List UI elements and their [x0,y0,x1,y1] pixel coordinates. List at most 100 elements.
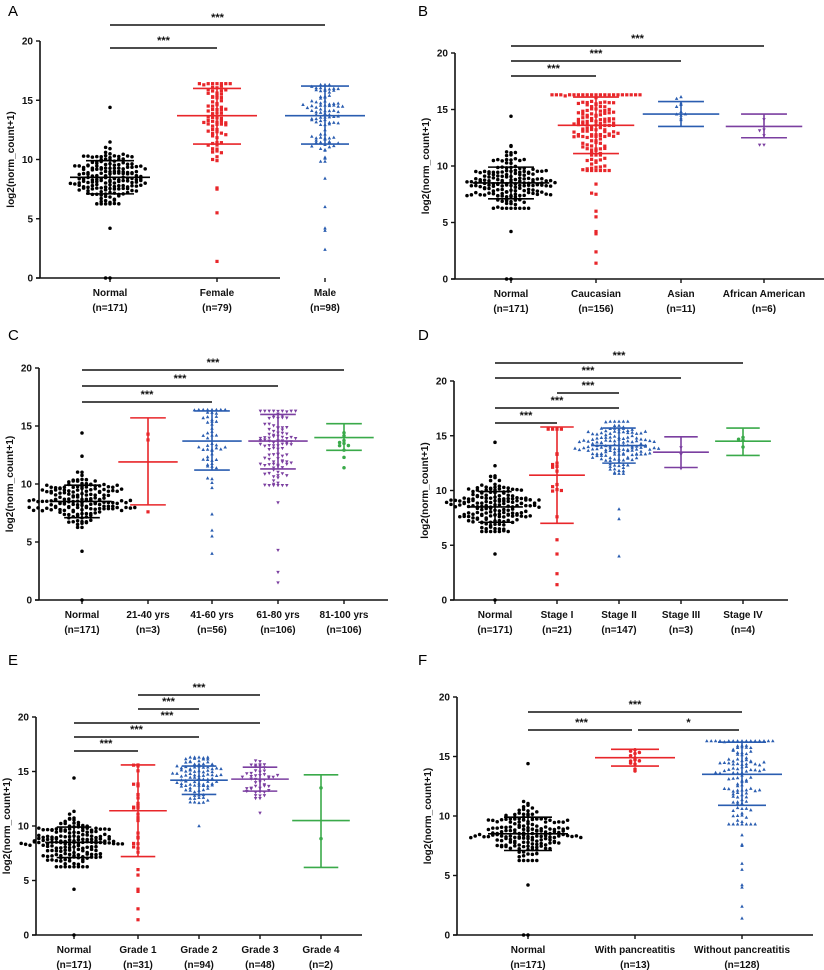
data-point [102,496,106,500]
data-point [201,800,206,804]
data-point [314,105,318,109]
data-point [267,463,271,467]
data-point [555,552,559,556]
data-point [258,811,262,815]
data-point [45,489,49,494]
data-point [735,818,740,822]
data-point [206,122,210,126]
data-point [735,801,740,806]
data-point [81,167,86,172]
data-point [72,809,76,814]
data-point [121,186,125,191]
data-point [276,470,280,474]
data-point [519,496,524,501]
data-point [544,168,548,173]
data-point [603,100,607,104]
data-point [192,762,197,766]
data-point [484,529,488,534]
data-point [276,474,280,478]
data-point [513,202,518,207]
data-point [500,206,504,211]
data-point [582,446,586,450]
data-point [108,202,112,206]
group-asian: Asian(n=11) [642,95,720,315]
data-point [469,180,474,184]
data-point [84,520,89,525]
data-point [535,851,539,856]
data-point [81,186,86,190]
data-point [116,842,120,846]
data-point [513,188,518,193]
data-point [590,451,595,456]
data-point [585,167,589,171]
data-point [205,420,210,424]
data-point [318,103,323,107]
data-point [210,477,214,481]
data-point [89,502,93,507]
data-point [271,435,276,439]
data-point [45,844,50,849]
x-tick-n-label: (n=171) [493,304,528,315]
data-point [219,119,223,123]
data-point [45,854,50,859]
data-point [488,529,493,534]
data-point [336,121,340,125]
data-point [67,845,72,850]
data-point [63,862,67,866]
data-point [80,549,84,554]
data-point [210,551,214,555]
data-point [735,795,740,799]
panel-c: C05101520log2(norm_count+1)Normal(n=171)… [5,327,388,636]
data-point [513,195,518,199]
data-point [103,150,108,155]
data-point [206,104,210,108]
data-point [565,826,570,830]
data-point [125,186,130,191]
data-point [539,844,543,848]
data-point [49,503,53,507]
data-point [117,162,121,167]
data-point [488,510,493,514]
data-point [210,534,214,538]
data-point [466,511,471,515]
group-grade-2: Grade 2(n=94) [170,755,228,970]
data-point [469,835,473,840]
x-tick-label: Caucasian [571,289,621,300]
data-point [214,457,219,462]
data-point [258,760,262,764]
data-point [84,511,89,516]
data-point [504,157,509,162]
data-point [522,193,526,198]
data-point [612,439,617,443]
data-point [474,177,478,181]
data-point [509,206,513,211]
data-point [94,848,98,853]
data-point [97,506,102,511]
data-point [735,767,740,771]
data-point [491,172,496,177]
data-point [652,439,656,444]
data-point [205,431,210,435]
data-point [530,838,535,842]
data-point [634,439,639,443]
data-point [224,121,228,125]
x-tick-n-label: (n=3) [669,625,693,636]
data-point [744,758,749,762]
data-point [67,497,71,501]
data-point [621,452,626,456]
x-tick-n-label: (n=171) [510,960,545,970]
data-point [504,150,509,154]
data-point [500,194,504,198]
data-point [535,834,539,838]
data-point [214,773,219,778]
data-point [731,776,735,780]
data-point [607,133,611,137]
data-point [71,520,75,524]
data-point [253,763,258,767]
data-point [90,155,95,159]
y-tick-label: 20 [21,364,33,375]
data-point [637,750,642,755]
data-point [590,139,594,143]
data-point [648,451,652,455]
data-point [263,463,267,468]
